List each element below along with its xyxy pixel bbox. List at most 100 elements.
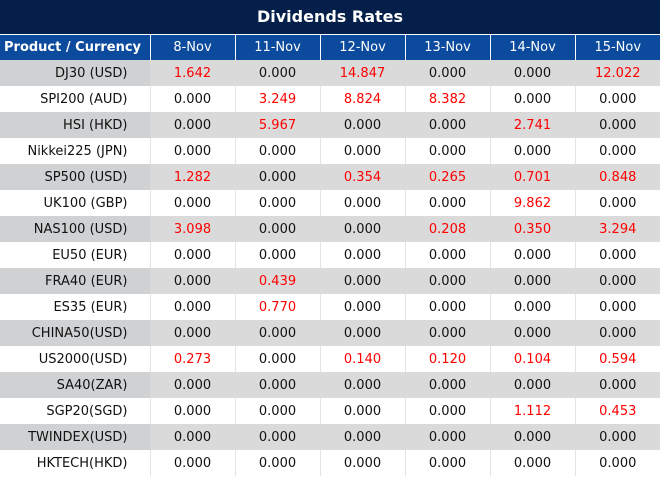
rate-cell: 12.022 <box>574 60 660 86</box>
rate-cell: 0.000 <box>234 424 320 450</box>
rate-cell: 1.642 <box>149 60 235 86</box>
rate-cell: 0.265 <box>404 164 490 190</box>
rate-cell: 2.741 <box>489 112 575 138</box>
product-cell: SPI200 (AUD) <box>40 91 128 107</box>
rate-cell: 0.000 <box>489 424 575 450</box>
rate-cell: 0.000 <box>404 60 490 86</box>
product-cell: DJ30 (USD) <box>0 60 150 86</box>
product-cell: US2000(USD) <box>38 351 128 367</box>
rate-cell: 8.824 <box>319 86 405 112</box>
rate-cell: 0.000 <box>404 294 490 320</box>
rate-cell: 0.000 <box>404 450 490 476</box>
table-row: US2000(USD) 0.273 0.000 0.140 0.120 0.104 0.59… <box>0 346 660 372</box>
rate-cell: 3.294 <box>574 216 660 242</box>
rate-cell: 0.000 <box>489 320 575 346</box>
rate-cell: 0.000 <box>234 164 320 190</box>
rate-cell: 0.000 <box>319 216 405 242</box>
rate-cell: 0.453 <box>574 398 660 424</box>
rate-cell: 0.000 <box>574 424 660 450</box>
product-cell: SGP20(SGD) <box>46 403 128 419</box>
rate-cell: 0.000 <box>149 424 235 450</box>
header-row: Product / Currency 8-Nov 11-Nov 12-Nov 1… <box>0 35 660 60</box>
table-row: SA40(ZAR) 0.000 0.000 0.000 0.000 0.000 0.000 <box>0 372 660 398</box>
rate-cell: 0.770 <box>234 294 320 320</box>
rate-cell: 0.000 <box>574 372 660 398</box>
rate-cell: 0.000 <box>319 450 405 476</box>
product-cell: HSI (HKD) <box>0 112 150 138</box>
table-row: EU50 (EUR) 0.000 0.000 0.000 0.000 0.000 0.000 <box>0 242 660 268</box>
rate-cell: 0.000 <box>404 138 490 164</box>
rate-cell: 3.249 <box>234 86 320 112</box>
rate-cell: 0.000 <box>404 372 490 398</box>
rate-cell: 0.000 <box>489 86 575 112</box>
rate-cell: 0.000 <box>489 450 575 476</box>
rate-cell: 0.000 <box>234 398 320 424</box>
rate-cell: 0.000 <box>574 294 660 320</box>
table-row: SP500 (USD) 1.282 0.000 0.354 0.265 0.701 0.84… <box>0 164 660 190</box>
table-row: SGP20(SGD) 0.000 0.000 0.000 0.000 1.112 0.453 <box>0 398 660 424</box>
table-row: UK100 (GBP) 0.000 0.000 0.000 0.000 9.862 0.00… <box>0 190 660 216</box>
rate-cell: 0.000 <box>319 242 405 268</box>
column-header-date: 11-Nov <box>234 35 320 60</box>
rate-cell: 0.000 <box>489 242 575 268</box>
column-header-date: 15-Nov <box>574 35 660 60</box>
rate-cell: 5.967 <box>234 112 320 138</box>
product-cell: EU50 (EUR) <box>52 247 128 263</box>
rate-cell: 0.000 <box>149 242 235 268</box>
rate-cell: 0.000 <box>404 190 490 216</box>
rate-cell: 0.273 <box>149 346 235 372</box>
rate-cell: 0.000 <box>319 268 405 294</box>
rate-cell: 0.000 <box>319 294 405 320</box>
product-cell: SA40(ZAR) <box>0 372 150 398</box>
rate-cell: 0.000 <box>319 190 405 216</box>
table-row: HSI (HKD) 0.000 5.967 0.000 0.000 2.741 0.000 <box>0 112 660 138</box>
rate-cell: 0.594 <box>574 346 660 372</box>
rate-cell: 0.000 <box>234 190 320 216</box>
rate-cell: 0.701 <box>489 164 575 190</box>
table-row: NAS100 (USD) 3.098 0.000 0.000 0.208 0.350 3.2… <box>0 216 660 242</box>
rate-cell: 3.098 <box>149 216 235 242</box>
rate-cell: 0.000 <box>234 372 320 398</box>
product-cell: TWINDEX(USD) <box>0 424 150 450</box>
rate-cell: 0.000 <box>404 268 490 294</box>
rate-cell: 0.000 <box>149 320 235 346</box>
rate-cell: 0.000 <box>404 320 490 346</box>
rate-cell: 0.000 <box>404 112 490 138</box>
rate-cell: 0.000 <box>574 86 660 112</box>
rate-cell: 0.000 <box>149 190 235 216</box>
product-cell: Nikkei225 (JPN) <box>27 143 128 159</box>
rate-cell: 0.350 <box>489 216 575 242</box>
table-row: ES35 (EUR) 0.000 0.770 0.000 0.000 0.000 0.000 <box>0 294 660 320</box>
rate-cell: 0.000 <box>149 268 235 294</box>
rate-cell: 1.112 <box>489 398 575 424</box>
rate-cell: 0.000 <box>149 86 235 112</box>
rate-cell: 0.000 <box>319 320 405 346</box>
rate-cell: 0.000 <box>149 138 235 164</box>
table-body: DJ30 (USD) 1.642 0.000 14.847 0.000 0.000 12.0… <box>0 60 660 476</box>
table-row: TWINDEX(USD) 0.000 0.000 0.000 0.000 0.000 0.0… <box>0 424 660 450</box>
rate-cell: 0.000 <box>489 60 575 86</box>
rate-cell: 0.000 <box>489 268 575 294</box>
rate-cell: 0.000 <box>489 294 575 320</box>
rate-cell: 0.208 <box>404 216 490 242</box>
rate-cell: 0.000 <box>234 346 320 372</box>
product-cell: FRA40 (EUR) <box>0 268 150 294</box>
rate-cell: 0.000 <box>319 398 405 424</box>
column-header-date: 8-Nov <box>149 35 235 60</box>
rate-cell: 0.000 <box>234 450 320 476</box>
rate-cell: 0.000 <box>149 112 235 138</box>
table-row: HKTECH(HKD) 0.000 0.000 0.000 0.000 0.000 0.00… <box>0 450 660 476</box>
rate-cell: 0.000 <box>149 372 235 398</box>
product-cell: UK100 (GBP) <box>43 195 128 211</box>
product-cell: HKTECH(HKD) <box>36 455 128 471</box>
rate-cell: 0.000 <box>319 138 405 164</box>
product-cell: CHINA50(USD) <box>0 320 150 346</box>
rate-cell: 9.862 <box>489 190 575 216</box>
rate-cell: 0.000 <box>574 190 660 216</box>
rate-cell: 0.000 <box>574 138 660 164</box>
rate-cell: 14.847 <box>319 60 405 86</box>
rate-cell: 8.382 <box>404 86 490 112</box>
table-title: Dividends Rates <box>0 0 660 35</box>
column-header-date: 14-Nov <box>489 35 575 60</box>
rate-cell: 0.000 <box>574 268 660 294</box>
